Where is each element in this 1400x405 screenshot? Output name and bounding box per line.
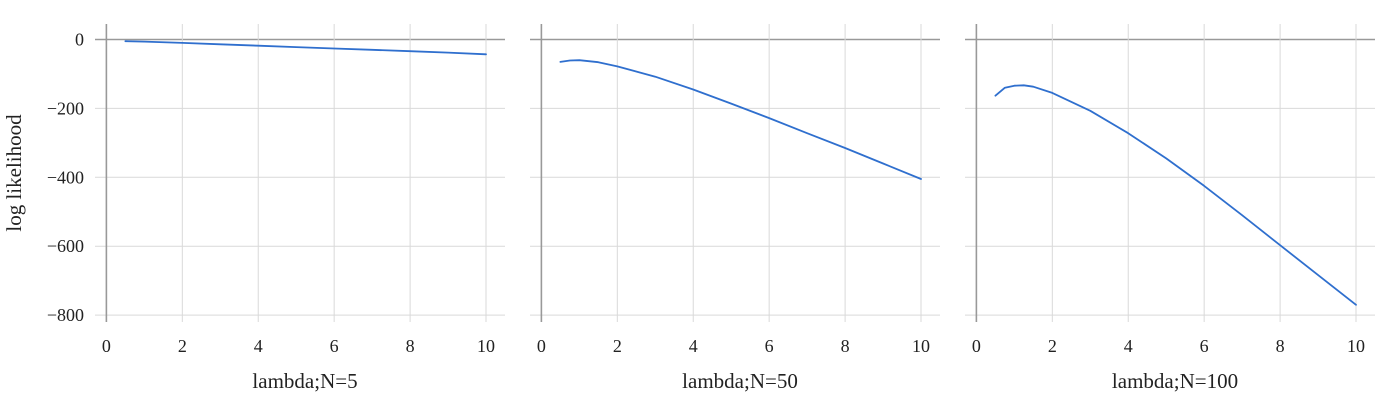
x-axis-title: lambda;N=5 [252,369,357,393]
y-tick-label: −400 [47,167,84,187]
y-tick-label: 0 [75,30,84,50]
x-tick-label: 2 [613,336,622,356]
y-tick-label: −200 [47,98,84,118]
x-tick-label: 10 [912,336,930,356]
x-tick-label: 6 [330,336,339,356]
y-tick-label: −600 [47,236,84,256]
x-tick-label: 4 [254,336,263,356]
x-tick-label: 2 [178,336,187,356]
x-tick-label: 6 [1200,336,1209,356]
x-tick-label: 2 [1048,336,1057,356]
y-tick-label: −800 [47,305,84,325]
panel-3: 0 2 4 6 8 10 lambda;N=100 [965,24,1375,393]
series-line [559,59,922,180]
x-tick-label: 8 [1276,336,1285,356]
y-axis-title: log likelihood [2,114,26,232]
x-tick-label: 0 [537,336,546,356]
x-tick-label: 10 [1347,336,1365,356]
x-tick-label: 4 [1124,336,1133,356]
x-tick-label: 10 [477,336,495,356]
x-tick-label: 6 [765,336,774,356]
x-tick-label: 0 [102,336,111,356]
x-tick-label: 0 [972,336,981,356]
x-axis-title: lambda;N=100 [1112,369,1238,393]
x-tick-label: 8 [841,336,850,356]
series-line [124,40,487,56]
x-tick-label: 8 [406,336,415,356]
x-axis-title: lambda;N=50 [682,369,798,393]
x-tick-label: 4 [689,336,698,356]
series-line [994,84,1357,306]
panel-1: 0 −200 −400 −600 −800 0 2 4 6 8 10 lambda;N=5 [47,24,505,393]
panel-2: 0 2 4 6 8 10 lambda;N=50 [530,24,940,393]
